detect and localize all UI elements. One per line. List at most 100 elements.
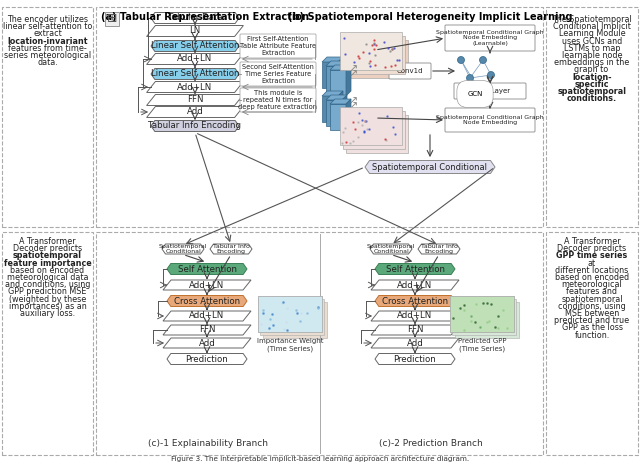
Bar — [2, 232, 93, 455]
Text: meteorological data: meteorological data — [7, 273, 88, 282]
Text: The encoder utilizes: The encoder utilizes — [7, 15, 88, 24]
Polygon shape — [210, 244, 252, 254]
Text: and conditions, using: and conditions, using — [5, 280, 90, 289]
Text: FFN: FFN — [407, 326, 423, 334]
Text: spatiotemporal: spatiotemporal — [13, 252, 82, 260]
Bar — [330, 104, 346, 130]
Polygon shape — [375, 295, 455, 306]
Bar — [258, 296, 322, 332]
Text: embeddings in the: embeddings in the — [554, 58, 630, 67]
Circle shape — [488, 72, 495, 79]
Text: Linear Self Attention: Linear Self Attention — [151, 41, 239, 51]
Text: feature importance: feature importance — [4, 259, 92, 267]
Text: ↗: ↗ — [348, 70, 358, 80]
Text: Tabular Info
Encoding: Tabular Info Encoding — [212, 244, 250, 254]
Text: Spatiotemporal Conditional Graph
Node Embedding: Spatiotemporal Conditional Graph Node Em… — [436, 114, 544, 126]
Polygon shape — [342, 95, 347, 126]
Bar — [96, 7, 543, 227]
Text: Prediction: Prediction — [186, 354, 228, 364]
Text: linear self-attention to: linear self-attention to — [3, 22, 92, 31]
Bar — [346, 115, 408, 153]
Polygon shape — [322, 91, 343, 96]
Polygon shape — [167, 353, 247, 365]
Circle shape — [467, 74, 474, 81]
Polygon shape — [162, 244, 204, 254]
Bar — [105, 12, 119, 26]
Polygon shape — [371, 280, 459, 290]
Text: Add: Add — [198, 339, 216, 347]
Polygon shape — [147, 26, 243, 36]
Text: Add+LN: Add+LN — [177, 54, 212, 64]
Text: First Self-Attention
Table Attribute Feature
Extraction: First Self-Attention Table Attribute Fea… — [240, 36, 316, 56]
Text: Importance Weight
(Time Series): Importance Weight (Time Series) — [257, 338, 323, 352]
Polygon shape — [163, 325, 251, 335]
Polygon shape — [147, 94, 243, 106]
Text: Add: Add — [187, 107, 204, 117]
FancyBboxPatch shape — [389, 63, 431, 79]
Polygon shape — [418, 244, 460, 254]
Text: (a) Tabular Representation Extraction: (a) Tabular Representation Extraction — [101, 12, 309, 22]
Text: Cross Attention: Cross Attention — [382, 297, 448, 306]
Text: (c)-1 Explainability Branch: (c)-1 Explainability Branch — [148, 438, 268, 447]
Bar — [450, 296, 514, 332]
Text: Add+LN: Add+LN — [189, 312, 225, 320]
Text: series meteorological: series meteorological — [4, 51, 91, 60]
Text: Linear Self Attention: Linear Self Attention — [151, 69, 239, 79]
Bar — [258, 296, 322, 332]
Text: specific: specific — [575, 80, 609, 89]
Polygon shape — [330, 99, 351, 104]
Text: Decoder predicts: Decoder predicts — [13, 244, 82, 253]
Polygon shape — [370, 244, 412, 254]
Text: LN: LN — [189, 27, 200, 35]
Polygon shape — [375, 353, 455, 365]
Polygon shape — [346, 99, 351, 130]
Bar — [346, 40, 408, 78]
Polygon shape — [147, 81, 243, 93]
Text: at: at — [588, 259, 596, 267]
Text: (weighted by these: (weighted by these — [9, 295, 86, 304]
Polygon shape — [365, 160, 495, 173]
Bar — [326, 100, 342, 126]
Text: graph to: graph to — [573, 66, 611, 74]
Bar — [260, 299, 324, 335]
Polygon shape — [322, 57, 343, 62]
Text: Predicted GPP
(Time Series): Predicted GPP (Time Series) — [458, 338, 506, 352]
Circle shape — [458, 57, 465, 64]
Text: GPP time series: GPP time series — [556, 252, 628, 260]
Bar — [546, 232, 638, 455]
Bar — [340, 32, 402, 70]
Text: data.: data. — [37, 58, 58, 67]
Polygon shape — [163, 311, 251, 321]
FancyBboxPatch shape — [240, 88, 316, 112]
Text: Add+LN: Add+LN — [397, 312, 433, 320]
Polygon shape — [330, 65, 351, 70]
Text: FFN: FFN — [199, 326, 215, 334]
Text: Tabular Info Encoding: Tabular Info Encoding — [148, 121, 241, 131]
FancyBboxPatch shape — [240, 34, 316, 58]
Text: Tabular Data: Tabular Data — [168, 13, 222, 22]
Text: Cross Attention: Cross Attention — [174, 297, 240, 306]
Text: A Transformer: A Transformer — [564, 237, 620, 246]
Polygon shape — [371, 338, 459, 348]
Bar — [326, 66, 342, 92]
Bar — [546, 7, 638, 227]
Text: The Spatiotemporal: The Spatiotemporal — [552, 15, 632, 24]
Text: Add: Add — [406, 339, 424, 347]
Text: Self Attention: Self Attention — [385, 265, 445, 273]
Text: LSTM Layer: LSTM Layer — [470, 88, 510, 94]
Text: Conditional Implicit: Conditional Implicit — [553, 22, 631, 31]
Text: function.: function. — [574, 331, 610, 339]
Text: MSE between: MSE between — [565, 309, 619, 318]
Text: extract: extract — [33, 29, 62, 39]
Text: based on encoded: based on encoded — [555, 273, 629, 282]
Bar — [322, 96, 338, 122]
Text: Tabular Info
Encoding: Tabular Info Encoding — [420, 244, 458, 254]
Polygon shape — [342, 61, 347, 92]
Text: Spatiotemporal
Conditional: Spatiotemporal Conditional — [367, 244, 415, 254]
Text: GPP as the loss: GPP as the loss — [561, 323, 623, 332]
Polygon shape — [163, 338, 251, 348]
Text: Add+LN: Add+LN — [177, 82, 212, 92]
Text: Prediction: Prediction — [394, 354, 436, 364]
Bar — [2, 7, 93, 227]
Text: Conv1d: Conv1d — [397, 68, 423, 74]
